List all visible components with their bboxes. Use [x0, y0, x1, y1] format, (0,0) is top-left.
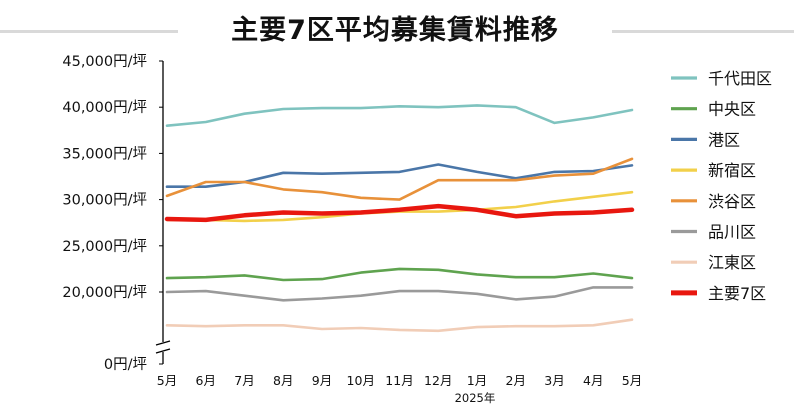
x-tick-label: 5月: [157, 373, 177, 388]
x-tick-label: 1月: [467, 373, 487, 388]
series-line-5: [165, 157, 634, 201]
y-tick-label: 25,000円/坪: [62, 238, 147, 255]
title-rule-right: [612, 30, 794, 33]
legend-label: 千代田区: [708, 69, 772, 88]
x-tick-label: 2月: [506, 373, 526, 388]
legend-label: 渋谷区: [708, 192, 756, 211]
axes: 0円/坪 20,000円/坪 25,000円/坪 30,000円/坪 35,000円/坪…: [62, 53, 642, 405]
x-tick-label: 9月: [312, 373, 332, 388]
y-tick-label: 0円/坪: [104, 356, 147, 373]
x-tick-label: 5月: [622, 373, 642, 388]
series-line-7: [165, 318, 634, 333]
y-tick-label: 30,000円/坪: [62, 192, 147, 209]
x-tick-label: 8月: [273, 373, 293, 388]
title-rule-left: [0, 30, 178, 33]
series-layer: [164, 104, 635, 333]
title-bar: 主要7区平均募集賃料推移: [0, 14, 794, 48]
y-tick-label: 40,000円/坪: [62, 99, 147, 116]
legend-label: 中央区: [708, 100, 756, 119]
x-group-label: 2025年: [455, 391, 496, 405]
x-tick-label: 12月: [424, 373, 452, 388]
legend-label: 港区: [708, 130, 740, 149]
series-line-2: [165, 267, 634, 282]
x-tick-label: 11月: [385, 373, 413, 388]
legend-label: 新宿区: [708, 161, 756, 180]
legend-label: 江東区: [708, 253, 756, 272]
axis-break-mark: [155, 340, 171, 346]
y-tick-label: 35,000円/坪: [62, 145, 147, 162]
axis-break-mark: [155, 348, 171, 354]
series-line-8: [164, 203, 635, 223]
series-line-6: [165, 286, 634, 302]
y-tick-label: 20,000円/坪: [62, 284, 147, 301]
x-tick-label: 3月: [544, 373, 564, 388]
x-tick-label: 6月: [196, 373, 216, 388]
legend-label: 品川区: [708, 223, 756, 242]
chart-title: 主要7区平均募集賃料推移: [231, 15, 559, 46]
x-tick-label: 10月: [347, 373, 375, 388]
x-tick-label: 7月: [234, 373, 254, 388]
legend-label: 主要7区: [708, 284, 766, 303]
x-tick-label: 4月: [583, 373, 603, 388]
series-line-1: [165, 104, 634, 127]
y-tick-label: 45,000円/坪: [62, 53, 147, 70]
